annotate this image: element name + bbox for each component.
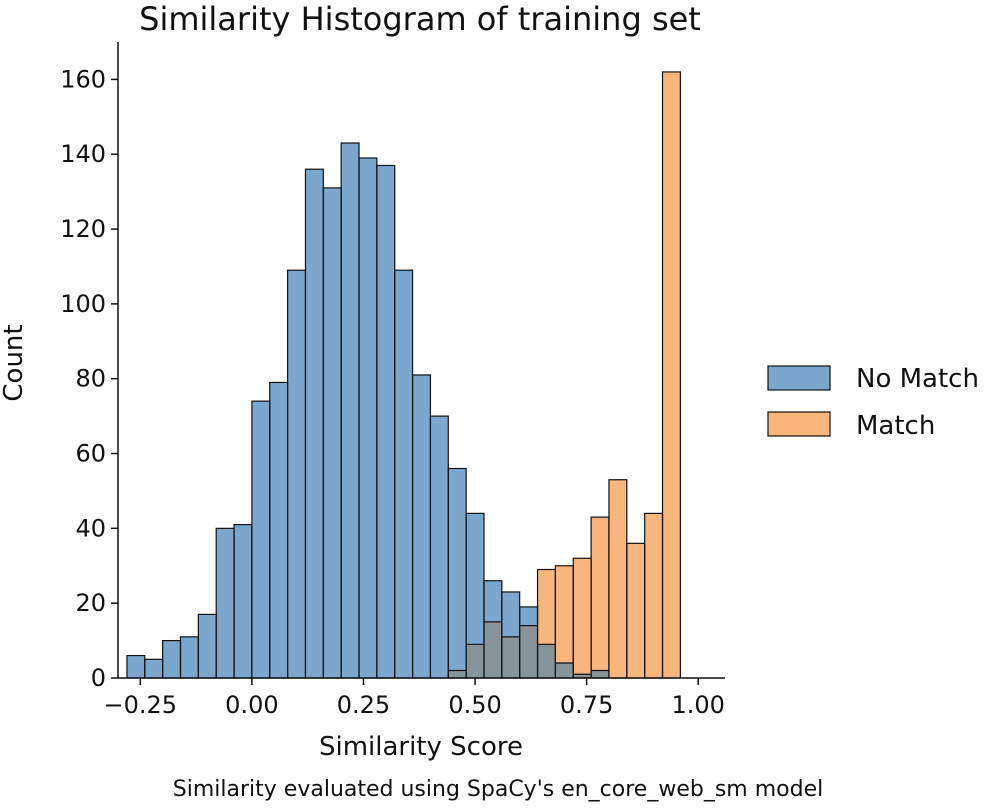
x-tick-label: −0.25 — [104, 691, 178, 719]
bar-overlap — [501, 636, 520, 678]
bar-match — [662, 71, 681, 678]
bar-no-match — [412, 374, 431, 678]
y-axis-ticks: 0 20 40 60 80 100 120 140 160 — [60, 65, 118, 692]
bar-overlap — [466, 644, 484, 678]
bar-no-match — [234, 524, 252, 678]
bar-overlap — [591, 670, 609, 678]
bar-no-match — [269, 382, 288, 678]
x-tick-label: 0.50 — [448, 691, 501, 719]
y-tick-label: 0 — [91, 664, 106, 692]
bar-no-match — [359, 157, 377, 679]
x-axis-ticks: −0.25 0.00 0.25 0.50 0.75 1.00 — [104, 678, 725, 719]
bar-no-match — [305, 169, 324, 678]
bar-match — [591, 517, 609, 678]
bar-no-match — [180, 636, 199, 678]
overlap-bars — [448, 621, 609, 678]
bar-no-match — [341, 143, 360, 678]
bar-match — [644, 513, 663, 678]
bar-no-match — [251, 401, 270, 678]
plot-area — [126, 71, 681, 679]
x-tick-label: 0.00 — [225, 691, 278, 719]
y-tick-label: 120 — [60, 215, 106, 243]
y-tick-label: 80 — [75, 365, 106, 393]
y-tick-label: 140 — [60, 140, 106, 168]
y-tick-label: 160 — [60, 65, 106, 93]
bar-no-match — [466, 513, 484, 678]
bar-overlap — [448, 670, 467, 678]
no-match-bars — [126, 143, 609, 679]
x-tick-label: 0.25 — [337, 691, 390, 719]
bar-no-match — [144, 659, 163, 678]
bar-overlap — [483, 621, 502, 678]
bar-no-match — [376, 165, 395, 679]
legend: No Match Match — [767, 364, 979, 441]
bar-overlap — [555, 663, 574, 678]
y-axis-label: Count — [0, 324, 29, 401]
bar-overlap — [537, 644, 556, 678]
legend-swatch-match — [767, 411, 831, 437]
bar-no-match — [430, 416, 449, 678]
bar-match — [573, 558, 592, 678]
legend-label-match: Match — [856, 411, 935, 441]
chart-caption: Similarity evaluated using SpaCy's en_co… — [173, 777, 823, 802]
x-axis-label: Similarity Score — [319, 732, 523, 762]
bar-no-match — [287, 270, 306, 678]
chart-title: Similarity Histogram of training set — [139, 0, 701, 38]
y-tick-label: 60 — [75, 440, 106, 468]
legend-label-no-match: No Match — [856, 364, 979, 394]
y-tick-label: 40 — [75, 514, 106, 542]
x-tick-label: 1.00 — [672, 691, 725, 719]
bar-match — [608, 479, 627, 678]
bar-no-match — [323, 187, 342, 678]
y-tick-label: 100 — [60, 290, 106, 318]
bar-no-match — [162, 640, 181, 678]
bar-overlap — [519, 625, 538, 678]
bar-no-match — [198, 614, 217, 678]
bar-no-match — [126, 655, 145, 678]
y-tick-label: 20 — [75, 589, 106, 617]
legend-swatch-no-match — [767, 365, 831, 391]
bar-no-match — [448, 468, 467, 678]
bar-no-match — [394, 270, 413, 678]
bar-match — [626, 543, 645, 678]
bar-overlap — [573, 674, 592, 678]
x-tick-label: 0.75 — [560, 691, 613, 719]
bar-no-match — [216, 528, 235, 678]
bar-match — [555, 565, 574, 678]
